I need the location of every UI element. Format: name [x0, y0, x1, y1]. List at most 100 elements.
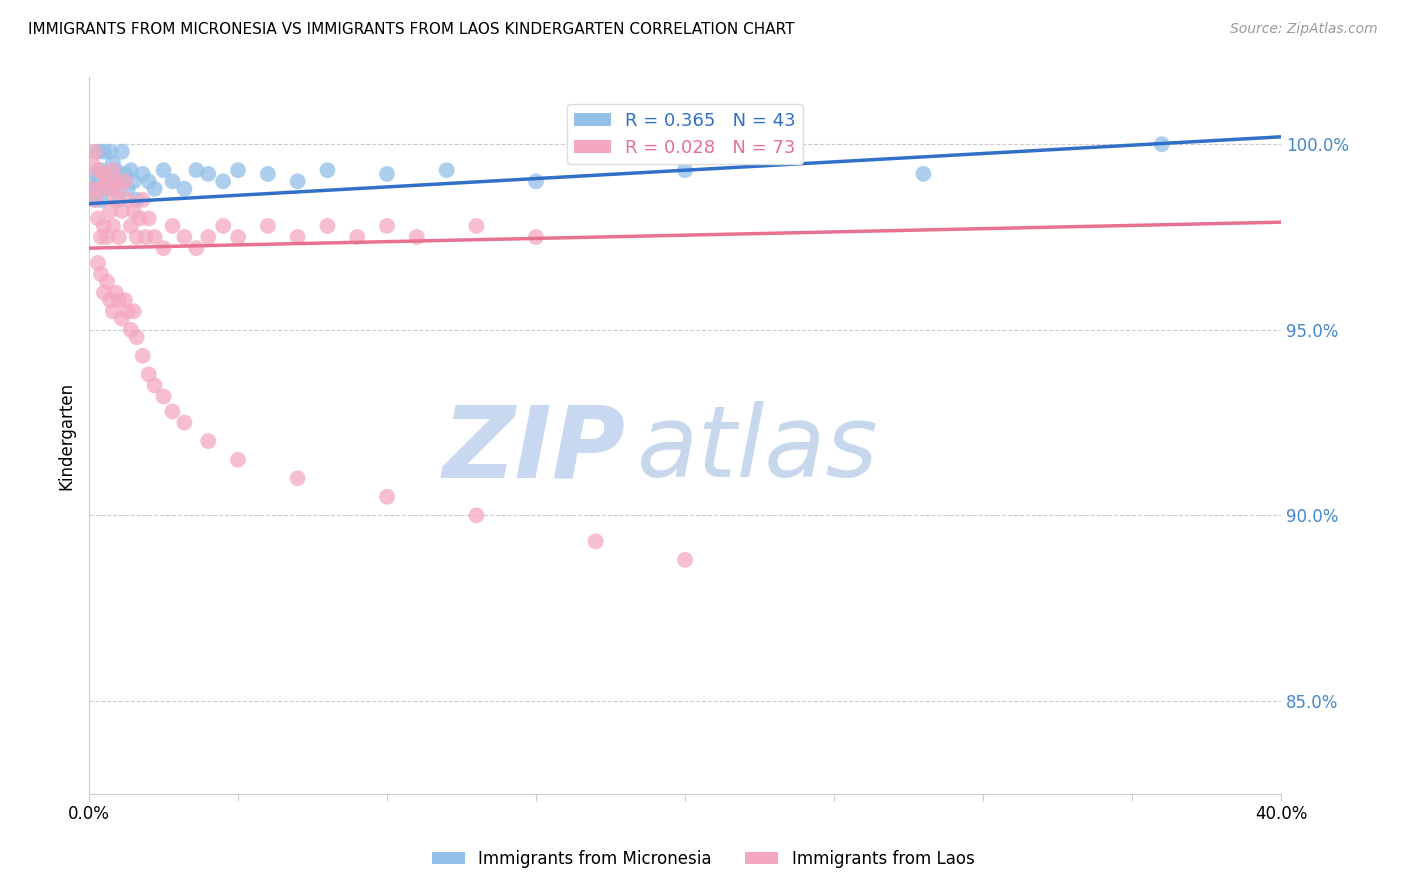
- Point: [1150, 137, 1173, 152]
- Point: [96, 182, 118, 196]
- Point: [111, 311, 134, 326]
- Point: [101, 156, 124, 170]
- Point: [87, 211, 110, 226]
- Point: [257, 219, 280, 233]
- Point: [524, 174, 547, 188]
- Point: [162, 219, 184, 233]
- Point: [405, 230, 427, 244]
- Point: [375, 167, 398, 181]
- Point: [226, 163, 249, 178]
- Point: [152, 241, 174, 255]
- Point: [436, 163, 458, 178]
- Point: [93, 219, 115, 233]
- Point: [465, 219, 488, 233]
- Point: [120, 219, 142, 233]
- Point: [117, 182, 139, 196]
- Point: [186, 241, 208, 255]
- Point: [316, 219, 339, 233]
- Text: Source: ZipAtlas.com: Source: ZipAtlas.com: [1230, 22, 1378, 37]
- Point: [173, 182, 195, 196]
- Point: [93, 285, 115, 300]
- Point: [122, 204, 145, 219]
- Text: atlas: atlas: [637, 401, 879, 499]
- Point: [114, 167, 136, 181]
- Point: [120, 323, 142, 337]
- Point: [138, 368, 160, 382]
- Point: [90, 230, 112, 244]
- Point: [104, 285, 127, 300]
- Point: [90, 163, 112, 178]
- Point: [111, 204, 134, 219]
- Point: [104, 193, 127, 207]
- Point: [108, 174, 131, 188]
- Point: [80, 182, 103, 196]
- Point: [173, 230, 195, 244]
- Point: [98, 293, 121, 307]
- Point: [226, 230, 249, 244]
- Point: [120, 163, 142, 178]
- Point: [673, 553, 696, 567]
- Point: [125, 193, 148, 207]
- Point: [101, 304, 124, 318]
- Point: [98, 167, 121, 181]
- Point: [98, 204, 121, 219]
- Point: [114, 174, 136, 188]
- Text: IMMIGRANTS FROM MICRONESIA VS IMMIGRANTS FROM LAOS KINDERGARTEN CORRELATION CHAR: IMMIGRANTS FROM MICRONESIA VS IMMIGRANTS…: [28, 22, 794, 37]
- Legend: R = 0.365   N = 43, R = 0.028   N = 73: R = 0.365 N = 43, R = 0.028 N = 73: [567, 104, 803, 164]
- Point: [197, 167, 219, 181]
- Point: [173, 416, 195, 430]
- Point: [84, 193, 107, 207]
- Point: [257, 167, 280, 181]
- Point: [673, 163, 696, 178]
- Point: [117, 193, 139, 207]
- Point: [98, 182, 121, 196]
- Point: [143, 378, 166, 392]
- Point: [226, 452, 249, 467]
- Point: [131, 349, 153, 363]
- Point: [104, 163, 127, 178]
- Point: [125, 330, 148, 344]
- Point: [143, 230, 166, 244]
- Y-axis label: Kindergarten: Kindergarten: [58, 382, 75, 490]
- Point: [108, 293, 131, 307]
- Point: [90, 267, 112, 281]
- Point: [101, 182, 124, 196]
- Point: [101, 219, 124, 233]
- Point: [212, 219, 235, 233]
- Point: [87, 256, 110, 270]
- Point: [375, 490, 398, 504]
- Point: [93, 167, 115, 181]
- Point: [287, 471, 309, 485]
- Point: [87, 163, 110, 178]
- Point: [197, 230, 219, 244]
- Point: [375, 219, 398, 233]
- Point: [104, 174, 127, 188]
- Point: [143, 182, 166, 196]
- Point: [93, 145, 115, 159]
- Point: [135, 230, 157, 244]
- Point: [287, 174, 309, 188]
- Point: [912, 167, 935, 181]
- Point: [96, 174, 118, 188]
- Point: [585, 534, 607, 549]
- Point: [108, 193, 131, 207]
- Point: [131, 193, 153, 207]
- Point: [287, 230, 309, 244]
- Point: [96, 275, 118, 289]
- Point: [162, 404, 184, 418]
- Point: [96, 174, 118, 188]
- Point: [138, 211, 160, 226]
- Point: [131, 167, 153, 181]
- Point: [186, 163, 208, 178]
- Point: [90, 182, 112, 196]
- Point: [122, 174, 145, 188]
- Point: [138, 174, 160, 188]
- Point: [98, 145, 121, 159]
- Point: [87, 145, 110, 159]
- Point: [128, 211, 150, 226]
- Point: [80, 182, 103, 196]
- Point: [524, 230, 547, 244]
- Text: ZIP: ZIP: [443, 401, 626, 499]
- Point: [84, 167, 107, 181]
- Point: [316, 163, 339, 178]
